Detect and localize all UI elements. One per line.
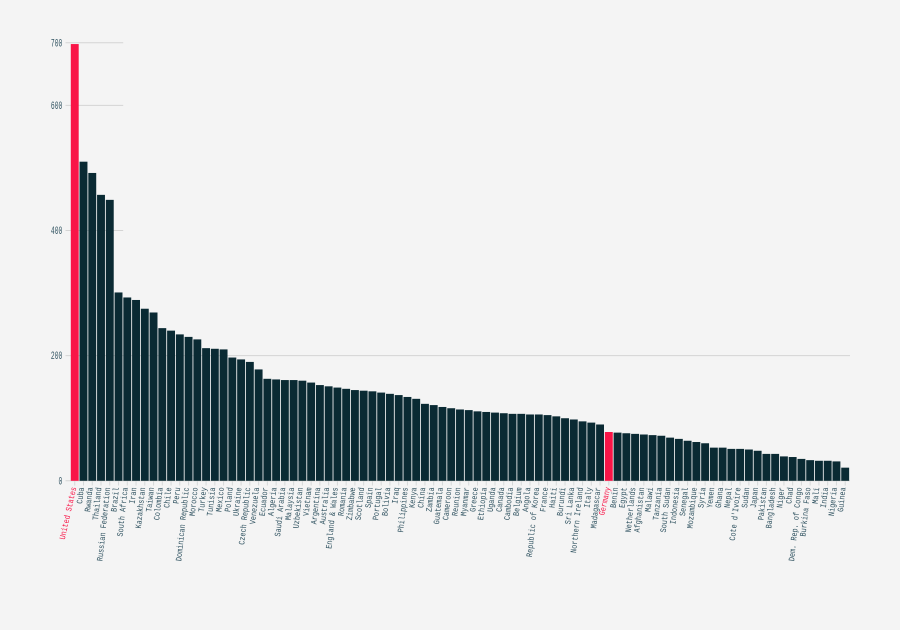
svg-text:Greece: Greece	[468, 487, 481, 513]
svg-text:Madagascar: Madagascar	[589, 487, 603, 529]
svg-text:Sri Lanka: Sri Lanka	[563, 487, 577, 525]
svg-text:Guinea: Guinea	[836, 487, 849, 513]
svg-text:Reunion: Reunion	[450, 487, 463, 517]
svg-text:Taiwan: Taiwan	[144, 487, 157, 513]
svg-text:Belgium: Belgium	[512, 487, 525, 517]
svg-text:Myanmar: Myanmar	[459, 487, 472, 517]
svg-text:Scotland: Scotland	[354, 487, 367, 521]
svg-text:Syria: Syria	[696, 487, 708, 509]
svg-text:Canada: Canada	[495, 487, 508, 513]
svg-text:Pakistan: Pakistan	[756, 487, 769, 521]
svg-text:Mozambique: Mozambique	[685, 487, 699, 529]
svg-text:China: China	[416, 487, 428, 509]
svg-text:India: India	[819, 487, 831, 509]
svg-text:Iran: Iran	[128, 487, 140, 504]
svg-text:South Sudan: South Sudan	[659, 487, 674, 533]
svg-text:Italy: Italy	[583, 487, 595, 509]
svg-text:Senegal: Senegal	[678, 487, 691, 517]
svg-text:600: 600	[51, 101, 62, 113]
svg-text:Uganda: Uganda	[486, 487, 499, 513]
svg-text:Cuba: Cuba	[75, 487, 87, 504]
svg-text:France: France	[538, 487, 551, 513]
svg-text:Egypt: Egypt	[618, 487, 630, 509]
svg-text:Angola: Angola	[521, 487, 534, 513]
svg-text:Nepal: Nepal	[723, 487, 735, 509]
svg-text:Chile: Chile	[162, 487, 174, 509]
svg-text:Tanzania: Tanzania	[651, 487, 664, 521]
svg-text:Philippines: Philippines	[396, 487, 411, 533]
svg-text:Guatemala: Guatemala	[432, 487, 446, 525]
svg-text:Iraq: Iraq	[390, 487, 402, 504]
svg-text:Cambodia: Cambodia	[502, 487, 515, 521]
svg-text:Bangladesh: Bangladesh	[764, 487, 778, 529]
svg-text:400: 400	[51, 226, 62, 238]
svg-text:Zambia: Zambia	[425, 487, 438, 513]
svg-text:Poland: Poland	[223, 487, 236, 513]
svg-text:Ukraine: Ukraine	[232, 487, 245, 517]
svg-text:Chad: Chad	[784, 487, 796, 504]
svg-text:Algeria: Algeria	[267, 487, 280, 517]
svg-text:Portugal: Portugal	[371, 487, 384, 521]
svg-text:Uzbekistan: Uzbekistan	[292, 487, 306, 529]
svg-text:Ecuador: Ecuador	[258, 487, 271, 517]
svg-text:Sudan: Sudan	[740, 487, 752, 509]
svg-text:Kenya: Kenya	[407, 487, 419, 509]
svg-text:Haiti: Haiti	[548, 487, 560, 509]
svg-text:Ethiopia: Ethiopia	[476, 487, 489, 521]
svg-text:Brazil: Brazil	[109, 487, 122, 513]
svg-text:Japan: Japan	[749, 487, 761, 509]
svg-text:Venezuela: Venezuela	[248, 487, 262, 525]
svg-text:Tunisia: Tunisia	[205, 487, 218, 517]
svg-text:700: 700	[51, 38, 62, 50]
svg-text:Thailand: Thailand	[91, 487, 104, 521]
svg-text:Kazakhstan: Kazakhstan	[134, 487, 148, 529]
svg-text:Benin: Benin	[609, 487, 621, 509]
svg-text:Malaysia: Malaysia	[284, 487, 297, 521]
svg-text:0: 0	[59, 476, 63, 488]
svg-text:Netherlands: Netherlands	[624, 487, 639, 533]
svg-text:Vietnam: Vietnam	[302, 487, 315, 517]
svg-text:Zimbabwe: Zimbabwe	[345, 487, 358, 521]
svg-text:Mali: Mali	[811, 487, 823, 504]
svg-text:Rwanda: Rwanda	[83, 487, 96, 513]
svg-text:Indonesia: Indonesia	[668, 487, 682, 525]
svg-text:Bolivia: Bolivia	[380, 487, 393, 517]
svg-text:Nigeria: Nigeria	[827, 487, 840, 517]
svg-text:Colombia: Colombia	[152, 487, 165, 521]
svg-text:Argentina: Argentina	[309, 487, 323, 525]
svg-text:Spain: Spain	[364, 487, 376, 509]
svg-text:Afghanistan: Afghanistan	[633, 487, 648, 533]
svg-text:Romania: Romania	[337, 487, 350, 517]
svg-text:Morocco: Morocco	[188, 487, 201, 517]
svg-text:Niger: Niger	[775, 487, 787, 509]
svg-text:200: 200	[51, 351, 62, 363]
svg-text:Turkey: Turkey	[197, 487, 210, 513]
svg-text:Yemen: Yemen	[705, 487, 717, 509]
svg-text:Mexico: Mexico	[214, 487, 227, 513]
svg-text:Malawi: Malawi	[643, 487, 656, 513]
svg-text:Australia: Australia	[318, 487, 332, 525]
svg-text:Ghana: Ghana	[714, 487, 726, 509]
svg-text:Burundi: Burundi	[555, 487, 568, 517]
svg-text:Cameroon: Cameroon	[441, 487, 454, 521]
svg-text:Peru: Peru	[172, 487, 184, 504]
